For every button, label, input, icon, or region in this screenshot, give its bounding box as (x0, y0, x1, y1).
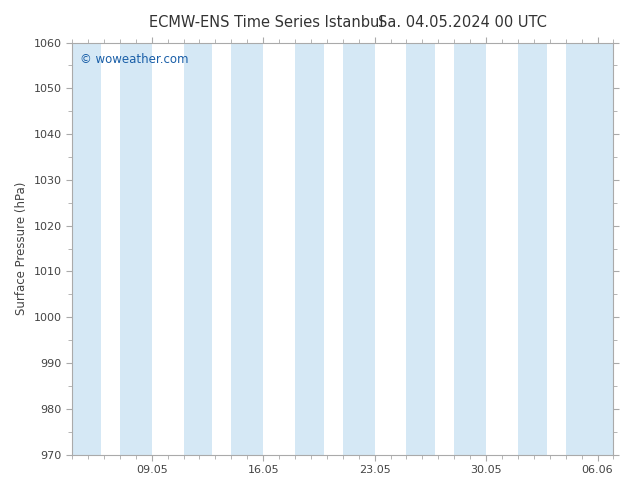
Bar (566, 43, 614, 455)
Bar (120, 43, 152, 455)
Bar (343, 43, 375, 455)
Bar (454, 43, 486, 455)
Bar (406, 43, 435, 455)
Bar (295, 43, 324, 455)
Bar (72, 43, 101, 455)
Text: Sa. 04.05.2024 00 UTC: Sa. 04.05.2024 00 UTC (378, 15, 547, 30)
Text: ECMW-ENS Time Series Istanbul: ECMW-ENS Time Series Istanbul (149, 15, 384, 30)
Bar (184, 43, 212, 455)
Bar (518, 43, 547, 455)
Y-axis label: Surface Pressure (hPa): Surface Pressure (hPa) (15, 182, 28, 315)
Text: © woweather.com: © woweather.com (81, 53, 189, 66)
Bar (231, 43, 263, 455)
